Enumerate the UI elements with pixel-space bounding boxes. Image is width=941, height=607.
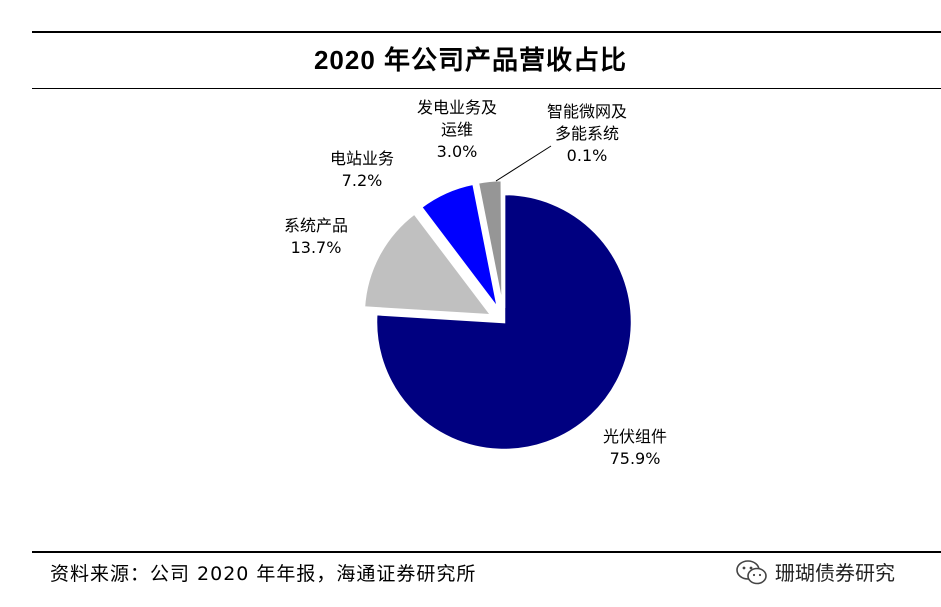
label-microgrid-name1: 智能微网及	[547, 102, 628, 121]
label-microgrid-pct: 0.1%	[566, 146, 608, 165]
label-microgrid: 智能微网及 多能系统 0.1%	[547, 101, 627, 167]
watermark-text: 珊瑚债券研究	[775, 561, 895, 585]
slice-power-station	[419, 182, 500, 310]
slice-generation-om	[476, 178, 504, 309]
label-pv-modules-pct: 75.9%	[609, 449, 661, 468]
label-pv-modules-name: 光伏组件	[603, 427, 668, 446]
watermark: 珊瑚债券研究	[735, 556, 895, 590]
slice-pv-modules	[374, 192, 634, 452]
label-generation-om: 发电业务及 运维 3.0%	[417, 97, 497, 163]
title-rule	[32, 88, 941, 89]
label-power-station-pct: 7.2%	[341, 171, 383, 190]
label-power-station-name: 电站业务	[330, 149, 395, 168]
slice-microgrid	[501, 178, 506, 309]
label-system-products: 系统产品 13.7%	[284, 215, 348, 259]
slice-system-products	[362, 211, 495, 317]
chart-title: 2020 年公司产品营收占比	[313, 45, 628, 75]
label-system-products-name: 系统产品	[284, 216, 349, 235]
label-generation-om-name1: 发电业务及	[417, 98, 498, 117]
label-pv-modules: 光伏组件 75.9%	[603, 426, 667, 470]
label-microgrid-name2: 多能系统	[555, 124, 620, 143]
bottom-rule	[32, 551, 941, 553]
top-rule	[32, 31, 941, 33]
wechat-icon	[736, 560, 767, 585]
label-generation-om-name2: 运维	[441, 120, 474, 139]
label-generation-om-pct: 3.0%	[436, 142, 478, 161]
source-note: 资料来源：公司 2020 年年报，海通证券研究所	[50, 563, 477, 585]
label-power-station: 电站业务 7.2%	[330, 148, 394, 192]
label-system-products-pct: 13.7%	[290, 238, 342, 257]
microgrid-leader-line	[495, 145, 552, 182]
